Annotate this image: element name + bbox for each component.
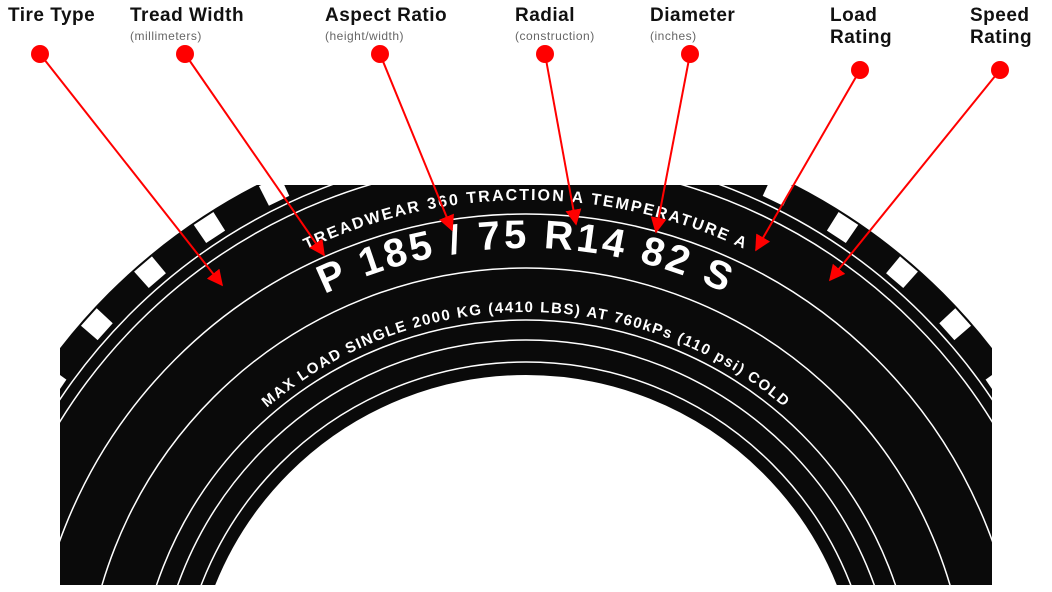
callout-label-diameter: Diameter(inches)	[650, 5, 735, 43]
callout-label-aspect-ratio: Aspect Ratio(height/width)	[325, 5, 447, 43]
callout-label-tire-type: Tire Type	[8, 5, 95, 27]
callout-dot-speed-rating	[991, 61, 1009, 79]
callout-label-load-rating: LoadRating	[830, 5, 892, 49]
callout-label-radial: Radial(construction)	[515, 5, 595, 43]
callout-arrow-speed-rating	[830, 70, 1000, 280]
tire-size-diagram: TREADWEAR 360 TRACTION A TEMPERATURE AP …	[0, 0, 1052, 592]
callout-dot-radial	[536, 45, 554, 63]
callout-label-tread-width: Tread Width(millimeters)	[130, 5, 244, 43]
callout-label-speed-rating: SpeedRating	[970, 5, 1032, 49]
callout-dot-aspect-ratio	[371, 45, 389, 63]
callout-dot-tread-width	[176, 45, 194, 63]
callout-dot-load-rating	[851, 61, 869, 79]
callout-dot-diameter	[681, 45, 699, 63]
callout-arrow-tire-type	[40, 54, 222, 285]
callout-dot-tire-type	[31, 45, 49, 63]
